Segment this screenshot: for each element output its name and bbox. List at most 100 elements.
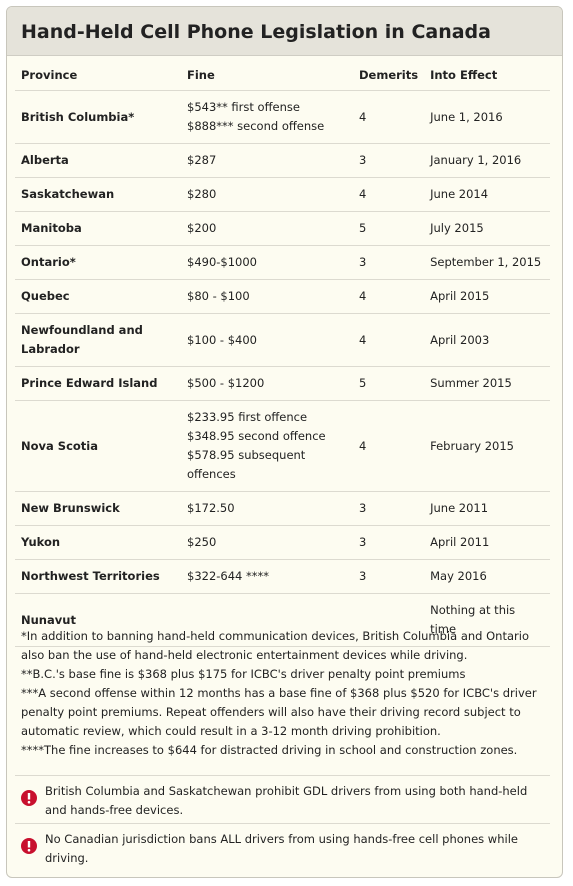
fine-cell: $250 [181, 525, 353, 560]
fine-line: $578.95 subsequent offences [187, 448, 306, 481]
table-row: Newfoundland and Labrador $100 - $400 4 Apr… [15, 313, 550, 367]
fine-line: $348.95 second offence [187, 429, 326, 443]
alert-icon [21, 790, 37, 806]
effect-cell: April 2003 [424, 313, 550, 367]
demerits-cell: 3 [353, 143, 425, 178]
alert-icon [21, 838, 37, 854]
province-cell: Prince Edward Island [15, 366, 181, 401]
effect-cell: February 2015 [424, 400, 550, 492]
alert-text: No Canadian jurisdiction bans ALL driver… [45, 832, 518, 865]
fine-line: $200 [187, 221, 217, 235]
demerits-cell: 4 [353, 90, 425, 144]
fine-cell: $200 [181, 211, 353, 246]
legislation-table: Province Fine Demerits Into Effect British … [15, 60, 550, 647]
footnote: **B.C.'s base fine is $368 plus $175 for… [21, 667, 466, 681]
fine-line: $490-$1000 [187, 255, 257, 269]
demerits-cell: 5 [353, 211, 425, 246]
demerits-cell: 4 [353, 177, 425, 212]
province-cell: Alberta [15, 143, 181, 178]
alert-text: British Columbia and Saskatchewan prohib… [45, 784, 528, 817]
fine-cell: $543** first offense $888*** second offen… [181, 90, 353, 144]
demerits-cell: 3 [353, 491, 425, 526]
footnote: ***A second offense within 12 months has… [21, 686, 537, 738]
table-row: Northwest Territories $322-644 **** 3 May 2… [15, 559, 550, 594]
fine-line: $233.95 first offence [187, 410, 308, 424]
effect-cell: Nothing at this time [424, 593, 550, 647]
fine-cell: $280 [181, 177, 353, 212]
fine-cell: $322-644 **** [181, 559, 353, 594]
fine-line: $100 - $400 [187, 332, 257, 347]
fine-line: $543** first offense [187, 100, 300, 114]
title: Hand-Held Cell Phone Legislation in Cana… [7, 7, 562, 56]
province-cell: New Brunswick [15, 491, 181, 526]
table-row: Nova Scotia $233.95 first offence $348.95 … [15, 400, 550, 492]
fine-line: $80 - $100 [187, 289, 250, 303]
province-cell: Yukon [15, 525, 181, 560]
demerits-cell [353, 593, 425, 647]
fine-line: $322-644 **** [187, 569, 270, 583]
fine-line: $500 - $1200 [187, 376, 265, 390]
effect-cell: June 1, 2016 [424, 90, 550, 144]
effect-cell: May 2016 [424, 559, 550, 594]
column-header: Fine [181, 60, 353, 91]
effect-cell: April 2011 [424, 525, 550, 560]
alert: British Columbia and Saskatchewan prohib… [15, 775, 550, 826]
province-cell: Manitoba [15, 211, 181, 246]
fine-line: $280 [187, 187, 217, 201]
fine-cell [181, 593, 353, 647]
fine-line: $172.50 [187, 501, 235, 515]
column-header: Province [15, 60, 181, 91]
demerits-cell: 3 [353, 559, 425, 594]
effect-cell: January 1, 2016 [424, 143, 550, 178]
effect-cell: September 1, 2015 [424, 245, 550, 280]
demerits-cell: 3 [353, 245, 425, 280]
table-row: Alberta $287 3 January 1, 2016 [15, 143, 550, 178]
table-row: Manitoba $200 5 July 2015 [15, 211, 550, 246]
footnote: ****The fine increases to $644 for distr… [21, 743, 518, 757]
fine-cell: $80 - $100 [181, 279, 353, 314]
demerits-cell: 3 [353, 525, 425, 560]
demerits-cell: 5 [353, 366, 425, 401]
fine-cell: $287 [181, 143, 353, 178]
province-cell: Saskatchewan [15, 177, 181, 212]
fine-line: $888*** second offense [187, 119, 325, 133]
fine-line: $250 [187, 535, 217, 549]
province-cell: Nunavut [15, 593, 181, 647]
table-row: Quebec $80 - $100 4 April 2015 [15, 279, 550, 314]
table-row: Ontario* $490-$1000 3 September 1, 2015 [15, 245, 550, 280]
panel: Hand-Held Cell Phone Legislation in Cana… [6, 6, 563, 878]
column-header: Demerits [353, 60, 425, 91]
fine-cell: $500 - $1200 [181, 366, 353, 401]
demerits-cell: 4 [353, 400, 425, 492]
province-cell: Nova Scotia [15, 400, 181, 492]
table-row: Prince Edward Island $500 - $1200 5 Summer … [15, 366, 550, 401]
effect-cell: July 2015 [424, 211, 550, 246]
table-row: Yukon $250 3 April 2011 [15, 525, 550, 560]
province-cell: Ontario* [15, 245, 181, 280]
header-row: Province Fine Demerits Into Effect [15, 60, 550, 91]
effect-cell: April 2015 [424, 279, 550, 314]
fine-cell: $100 - $400 [181, 313, 353, 367]
fine-cell: $233.95 first offence $348.95 second offe… [181, 400, 353, 492]
province-cell: Northwest Territories [15, 559, 181, 594]
table-row: British Columbia* $543** first offense $88… [15, 90, 550, 144]
table-body: British Columbia* $543** first offense $88… [15, 90, 550, 647]
footnotes: *In addition to banning hand-held commun… [21, 627, 546, 760]
footnote: *In addition to banning hand-held commun… [21, 629, 529, 662]
table-row: New Brunswick $172.50 3 June 2011 [15, 491, 550, 526]
demerits-cell: 4 [353, 279, 425, 314]
table-row: Nunavut Nothing at this time [15, 593, 550, 647]
effect-cell: June 2011 [424, 491, 550, 526]
alert: No Canadian jurisdiction bans ALL driver… [15, 823, 550, 874]
effect-cell: June 2014 [424, 177, 550, 212]
fine-cell: $490-$1000 [181, 245, 353, 280]
column-header: Into Effect [424, 60, 550, 91]
fine-cell: $172.50 [181, 491, 353, 526]
demerits-cell: 4 [353, 313, 425, 367]
table-row: Saskatchewan $280 4 June 2014 [15, 177, 550, 212]
fine-line: $287 [187, 153, 217, 167]
province-cell: Newfoundland and Labrador [15, 313, 181, 367]
province-cell: British Columbia* [15, 90, 181, 144]
province-cell: Quebec [15, 279, 181, 314]
